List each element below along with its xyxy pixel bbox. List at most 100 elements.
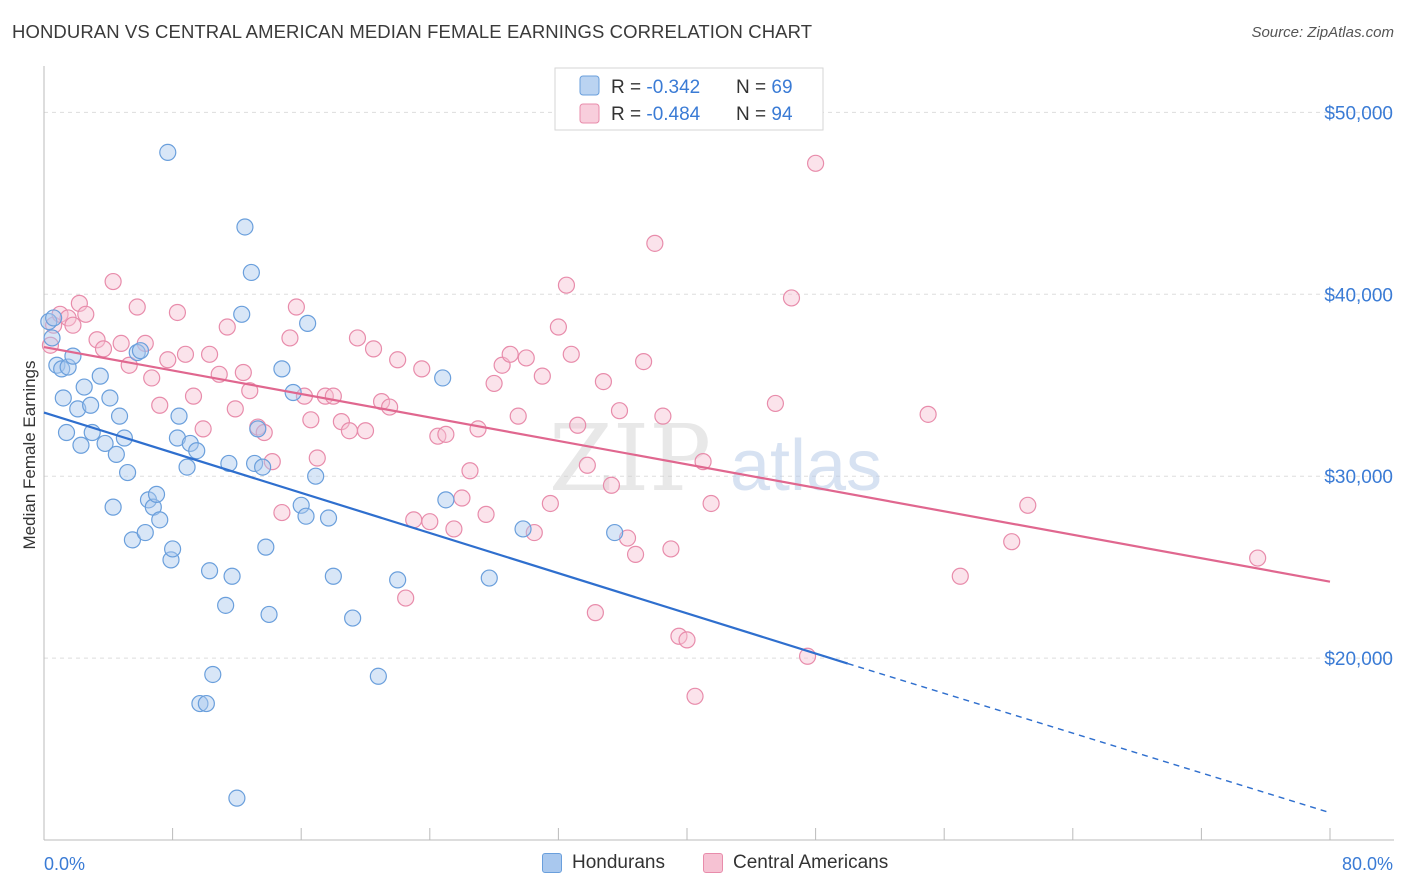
central-americans-point — [88, 331, 106, 349]
y-tick-label: $20,000 — [1324, 649, 1393, 670]
hondurans-point — [159, 143, 177, 161]
central-americans-point — [437, 425, 455, 443]
legend-n-value: 94 — [771, 104, 793, 125]
central-americans-point — [128, 298, 146, 316]
hondurans-point — [437, 491, 455, 509]
hondurans-point — [75, 378, 93, 396]
legend-label-central-americans: Central Americans — [733, 852, 889, 873]
hondurans-point — [434, 369, 452, 387]
hondurans-point — [191, 694, 209, 713]
central-americans-point — [77, 305, 95, 323]
central-americans-point — [413, 360, 431, 378]
central-americans-point — [302, 411, 320, 429]
central-americans-point — [951, 567, 969, 585]
watermark: ZIP atlas — [549, 405, 882, 512]
central-americans-point — [234, 363, 252, 382]
central-americans-point — [218, 318, 236, 336]
central-americans-point — [485, 374, 503, 393]
chart-source: Source: ZipAtlas.com — [1251, 24, 1394, 41]
y-tick-label: $50,000 — [1324, 103, 1393, 124]
central-americans-point — [200, 345, 219, 363]
central-americans-point — [533, 367, 551, 385]
y-tick-labels: $20,000 $30,000 $40,000 $50,000 — [1324, 103, 1393, 670]
hondurans-trend-extension — [847, 662, 1331, 814]
central-americans-point — [1019, 496, 1037, 514]
hondurans-point — [131, 342, 150, 360]
central-americans-point — [104, 272, 122, 291]
series-central-americans-points — [41, 154, 1267, 705]
central-americans-point — [578, 456, 596, 474]
central-americans-point — [541, 494, 559, 513]
central-americans-point — [194, 420, 212, 438]
central-americans-trend-line — [43, 345, 1331, 583]
central-americans-point — [610, 402, 629, 420]
central-americans-point — [397, 589, 415, 607]
hondurans-point — [91, 367, 109, 385]
central-americans-point — [766, 394, 785, 413]
hondurans-point — [324, 567, 342, 585]
central-americans-point — [549, 318, 568, 336]
legend-top: R = -0.342 N = 69 R = -0.484 N = 94 — [554, 67, 824, 131]
central-americans-point — [461, 462, 479, 480]
central-americans-point — [143, 369, 161, 387]
central-americans-point — [501, 345, 519, 363]
svg-text:R = -0.484: R = -0.484 — [611, 104, 701, 125]
hondurans-point — [245, 454, 264, 473]
legend-item-hondurans[interactable]: Hondurans — [542, 852, 665, 874]
hondurans-point — [43, 329, 61, 347]
x-tick-label: 0.0% — [44, 854, 85, 874]
hondurans-point — [123, 531, 142, 549]
central-americans-point — [626, 545, 645, 564]
central-americans-point — [634, 352, 653, 371]
hondurans-point — [514, 520, 532, 538]
hondurans-point — [260, 605, 278, 624]
hondurans-point — [101, 389, 119, 407]
hondurans-point — [104, 498, 122, 516]
central-americans-point — [686, 687, 704, 705]
central-americans-point — [287, 298, 305, 316]
central-americans-point — [159, 351, 177, 369]
legend-r-label: R = — [611, 104, 646, 125]
central-americans-point — [678, 631, 696, 649]
legend-r-value: -0.484 — [646, 104, 700, 125]
central-americans-point — [477, 505, 495, 523]
central-americans-point — [517, 349, 535, 367]
hondurans-point — [57, 423, 76, 442]
central-americans-point — [64, 316, 82, 334]
hondurans-point — [217, 596, 235, 614]
hondurans-point — [72, 436, 90, 454]
series-hondurans-points — [40, 143, 624, 807]
central-americans-point — [168, 303, 187, 322]
central-americans-point — [241, 382, 259, 400]
central-americans-point — [662, 540, 680, 558]
central-americans-point — [602, 476, 621, 494]
svg-text:N = 94: N = 94 — [736, 104, 793, 125]
hondurans-point — [197, 694, 215, 713]
hondurans-point — [151, 511, 169, 529]
watermark-atlas: atlas — [730, 426, 882, 506]
legend-n-value: 69 — [771, 77, 792, 98]
hondurans-point — [118, 463, 137, 482]
x-tick-label: 80.0% — [1342, 854, 1393, 874]
central-americans-point — [557, 276, 576, 294]
hondurans-point — [164, 540, 182, 558]
central-americans-point — [445, 520, 463, 538]
central-americans-point — [702, 494, 720, 513]
hondurans-point — [168, 429, 187, 447]
hondurans-point — [107, 445, 125, 463]
central-americans-point — [281, 329, 299, 347]
hondurans-point — [249, 420, 267, 438]
hondurans-point — [257, 538, 275, 556]
hondurans-point — [228, 789, 246, 807]
legend-item-central-americans[interactable]: Central Americans — [703, 852, 888, 874]
central-americans-point — [263, 453, 281, 471]
hondurans-point — [188, 442, 206, 460]
hondurans-point — [82, 396, 100, 414]
hondurans-point — [53, 360, 71, 378]
hondurans-point — [96, 434, 114, 453]
legend-r-value: -0.342 — [646, 77, 700, 98]
central-americans-point — [919, 405, 937, 423]
central-americans-point — [525, 523, 543, 542]
hondurans-point — [389, 571, 407, 589]
chart-title: HONDURAN VS CENTRAL AMERICAN MEDIAN FEMA… — [12, 21, 813, 42]
